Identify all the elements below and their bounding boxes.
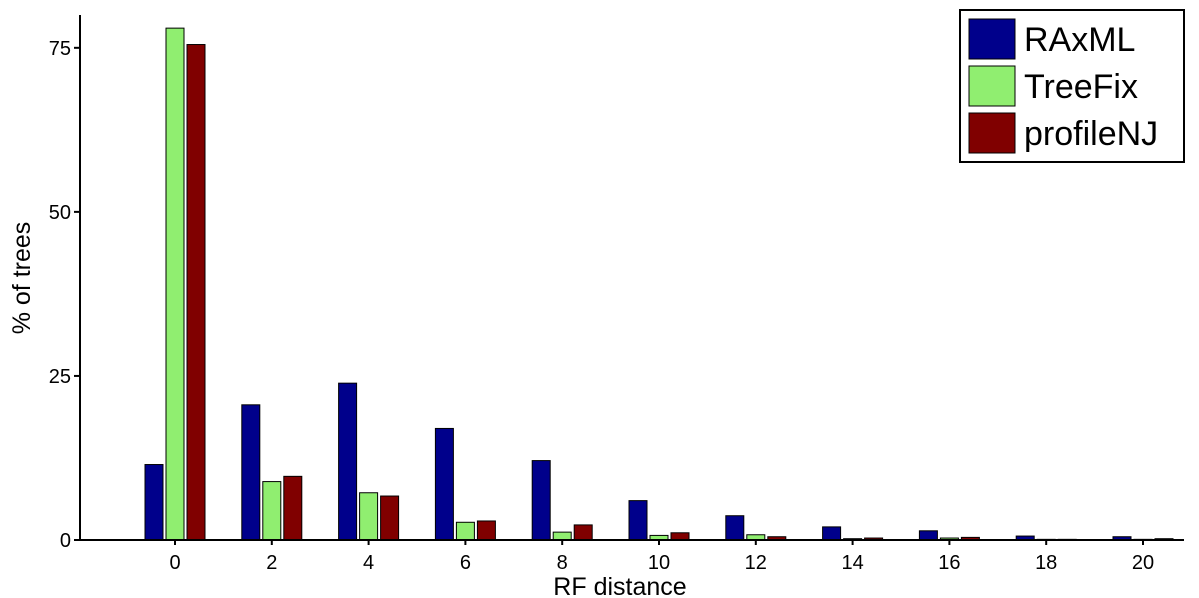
bar-profilenj-0: [186, 44, 206, 541]
bar-raxml-10: [628, 500, 648, 541]
bar-profilenj-2: [283, 475, 303, 541]
bar-treefix-4: [359, 492, 379, 541]
bar-raxml-8: [531, 460, 551, 541]
x-tick-label: 18: [1035, 552, 1057, 574]
legend-label-treefix: TreeFix: [1024, 68, 1138, 106]
bar-treefix-2: [262, 481, 282, 541]
bar-profilenj-4: [380, 495, 400, 541]
x-tick-label: 8: [557, 552, 568, 574]
x-tick-label: 4: [363, 552, 374, 574]
legend-label-profilenj: profileNJ: [1024, 115, 1158, 153]
bar-raxml-2: [241, 404, 261, 541]
y-ticks-group: 0 25 50 75: [49, 38, 80, 552]
bar-profilenj-10: [670, 532, 690, 541]
x-ticks-group: 0 2 4 6 8 10 12 14 16 18 20: [169, 540, 1154, 574]
y-tick-label: 50: [49, 202, 71, 224]
x-tick-label: 6: [460, 552, 471, 574]
bar-profilenj-8: [573, 524, 593, 541]
legend-swatch-profilenj: [968, 112, 1016, 154]
x-tick-label: 12: [745, 552, 767, 574]
y-tick-label: 25: [49, 366, 71, 388]
x-axis-title: RF distance: [553, 573, 686, 598]
bar-treefix-0: [165, 27, 185, 541]
bar-treefix-8: [552, 531, 572, 541]
x-tick-label: 0: [169, 552, 180, 574]
bar-raxml-6: [434, 427, 454, 541]
bar-raxml-4: [338, 382, 358, 541]
y-tick-label: 0: [60, 530, 71, 552]
x-tick-label: 16: [938, 552, 960, 574]
x-tick-label: 20: [1132, 552, 1154, 574]
bar-profilenj-6: [476, 520, 496, 541]
y-axis-title: % of trees: [8, 222, 36, 335]
bar-raxml-12: [725, 515, 745, 541]
legend-label-raxml: RAxML: [1024, 21, 1135, 59]
bar-raxml-14: [822, 526, 842, 541]
legend-swatch-raxml: [968, 18, 1016, 60]
legend: RAxML TreeFix profileNJ: [959, 9, 1185, 163]
x-tick-label: 2: [266, 552, 277, 574]
y-tick-label: 75: [49, 38, 71, 60]
bar-raxml-0: [144, 464, 164, 541]
x-tick-label: 14: [841, 552, 863, 574]
x-tick-label: 10: [648, 552, 670, 574]
bar-raxml-16: [918, 530, 938, 541]
legend-swatch-treefix: [968, 65, 1016, 107]
bars-group: [144, 27, 1174, 541]
bar-treefix-6: [455, 521, 475, 541]
